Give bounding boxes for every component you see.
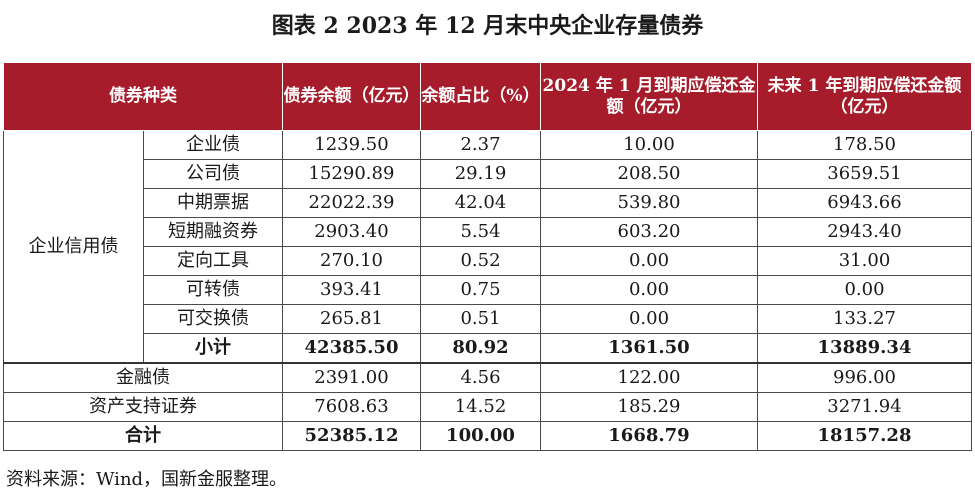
cell-balance: 1239.50 xyxy=(282,130,421,160)
cell-ratio: 29.19 xyxy=(420,159,541,189)
total-label: 合计 xyxy=(3,421,283,451)
total-ratio: 100.00 xyxy=(420,421,541,451)
total-year-due: 18157.28 xyxy=(757,421,972,451)
cell-jan-due: 0.00 xyxy=(540,304,758,334)
subtotal-balance: 42385.50 xyxy=(282,333,421,364)
subtotal-label: 小计 xyxy=(143,333,283,364)
header-ratio: 余额占比（%） xyxy=(420,62,541,131)
cell-jan-due: 603.20 xyxy=(540,217,758,247)
table-title: 图表 2 2023 年 12 月末中央企业存量债券 xyxy=(271,13,704,39)
row-name: 金融债 xyxy=(3,362,283,393)
cell-ratio: 0.52 xyxy=(420,246,541,276)
table-row: 资产支持证券 7608.63 14.52 185.29 3271.94 xyxy=(3,392,972,422)
row-name: 定向工具 xyxy=(143,246,283,276)
subtotal-row: 小计 42385.50 80.92 1361.50 13889.34 xyxy=(4,333,972,364)
total-balance: 52385.12 xyxy=(282,421,421,451)
cell-jan-due: 10.00 xyxy=(540,130,758,160)
subtotal-jan-due: 1361.50 xyxy=(540,333,758,364)
cell-year-due: 133.27 xyxy=(757,304,972,334)
header-year-due: 未来 1 年到期应偿还金额（亿元） xyxy=(757,62,972,131)
subtotal-year-due: 13889.34 xyxy=(757,333,972,364)
cell-year-due: 3271.94 xyxy=(757,392,972,422)
cell-year-due: 996.00 xyxy=(757,362,972,393)
table-row: 可交换债 265.81 0.51 0.00 133.27 xyxy=(4,304,972,334)
header-jan-due: 2024 年 1 月到期应偿还金额（亿元） xyxy=(540,62,758,131)
row-name: 中期票据 xyxy=(143,188,283,218)
table-row: 定向工具 270.10 0.52 0.00 31.00 xyxy=(4,246,972,276)
subtotal-ratio: 80.92 xyxy=(420,333,541,364)
cell-ratio: 5.54 xyxy=(420,217,541,247)
cell-balance: 7608.63 xyxy=(282,392,421,422)
group-label: 企业信用债 xyxy=(3,130,144,364)
cell-year-due: 31.00 xyxy=(757,246,972,276)
table-row: 中期票据 22022.39 42.04 539.80 6943.66 xyxy=(4,188,972,218)
header-row: 债券种类 债券余额（亿元） 余额占比（%） 2024 年 1 月到期应偿还金额（… xyxy=(3,62,972,131)
cell-ratio: 0.51 xyxy=(420,304,541,334)
source-note: 资料来源：Wind，国新金服整理。 xyxy=(6,469,288,490)
header-bond-type: 债券种类 xyxy=(3,62,283,131)
header-balance: 债券余额（亿元） xyxy=(282,62,421,131)
cell-balance: 22022.39 xyxy=(282,188,421,218)
total-row: 合计 52385.12 100.00 1668.79 18157.28 xyxy=(3,421,972,451)
table-body: 企业信用债 企业债 1239.50 2.37 10.00 178.50 公司债 … xyxy=(3,130,972,451)
cell-ratio: 14.52 xyxy=(420,392,541,422)
bond-table: 债券种类 债券余额（亿元） 余额占比（%） 2024 年 1 月到期应偿还金额（… xyxy=(3,62,972,451)
cell-ratio: 2.37 xyxy=(420,130,541,160)
cell-balance: 2903.40 xyxy=(282,217,421,247)
table-row: 短期融资券 2903.40 5.54 603.20 2943.40 xyxy=(4,217,972,247)
cell-year-due: 0.00 xyxy=(757,275,972,305)
cell-balance: 2391.00 xyxy=(282,362,421,393)
row-name: 可转债 xyxy=(143,275,283,305)
cell-jan-due: 0.00 xyxy=(540,275,758,305)
table-row: 可转债 393.41 0.75 0.00 0.00 xyxy=(4,275,972,305)
cell-balance: 15290.89 xyxy=(282,159,421,189)
cell-balance: 393.41 xyxy=(282,275,421,305)
table-row: 公司债 15290.89 29.19 208.50 3659.51 xyxy=(4,159,972,189)
cell-year-due: 2943.40 xyxy=(757,217,972,247)
cell-year-due: 178.50 xyxy=(757,130,972,160)
table-row: 金融债 2391.00 4.56 122.00 996.00 xyxy=(3,362,972,393)
cell-balance: 270.10 xyxy=(282,246,421,276)
cell-jan-due: 122.00 xyxy=(540,362,758,393)
table-row: 企业信用债 企业债 1239.50 2.37 10.00 178.50 xyxy=(3,130,972,364)
row-name: 短期融资券 xyxy=(143,217,283,247)
row-name: 公司债 xyxy=(143,159,283,189)
row-name: 可交换债 xyxy=(143,304,283,334)
row-name: 资产支持证券 xyxy=(3,392,283,422)
cell-year-due: 3659.51 xyxy=(757,159,972,189)
row-name: 企业债 xyxy=(143,130,283,160)
cell-ratio: 0.75 xyxy=(420,275,541,305)
cell-jan-due: 208.50 xyxy=(540,159,758,189)
cell-jan-due: 539.80 xyxy=(540,188,758,218)
total-jan-due: 1668.79 xyxy=(540,421,758,451)
cell-jan-due: 185.29 xyxy=(540,392,758,422)
cell-ratio: 42.04 xyxy=(420,188,541,218)
cell-ratio: 4.56 xyxy=(420,362,541,393)
cell-year-due: 6943.66 xyxy=(757,188,972,218)
cell-jan-due: 0.00 xyxy=(540,246,758,276)
cell-balance: 265.81 xyxy=(282,304,421,334)
